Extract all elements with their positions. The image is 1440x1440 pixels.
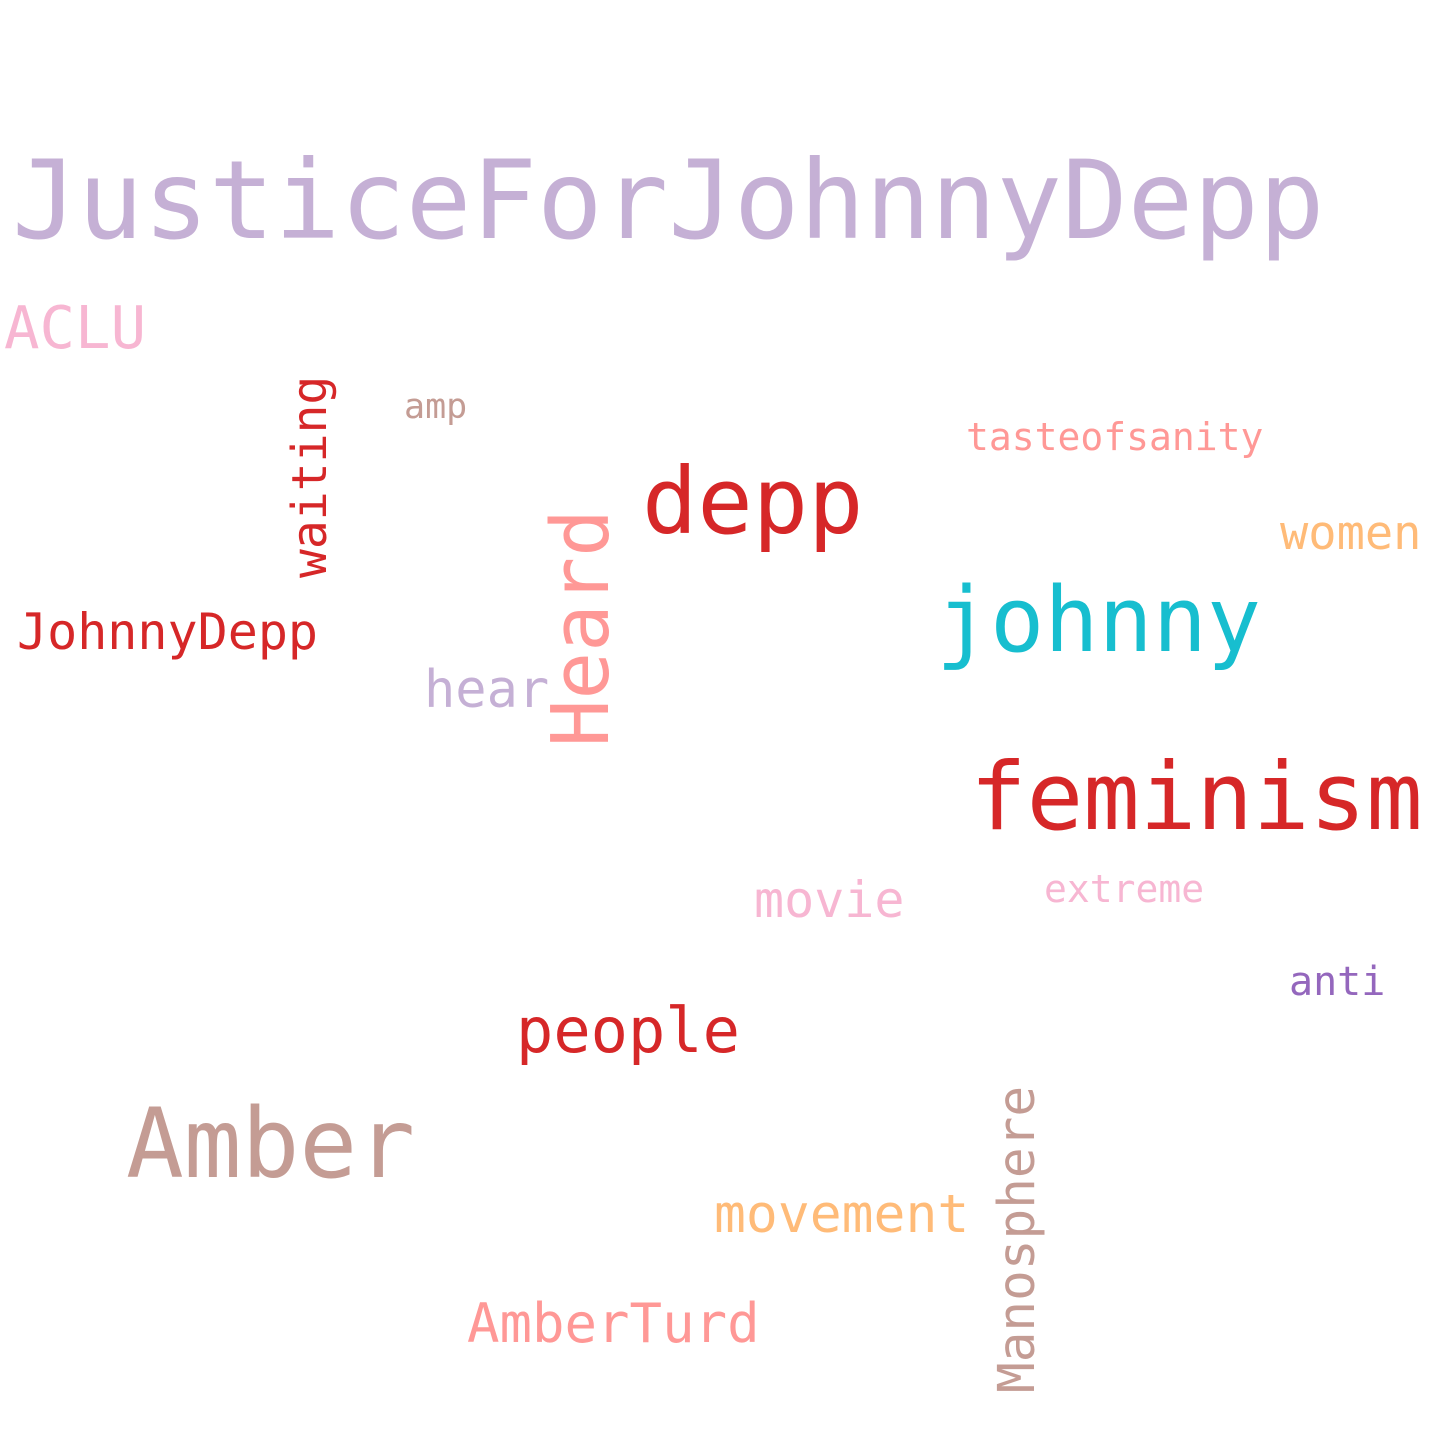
word-movement: movement bbox=[714, 1184, 970, 1245]
word-waiting: waiting bbox=[282, 375, 338, 578]
word-heard: Heard bbox=[535, 509, 627, 747]
word-amp: amp bbox=[404, 387, 468, 427]
word-manosphere: Manosphere bbox=[988, 1085, 1047, 1393]
word-women: women bbox=[1280, 506, 1422, 561]
word-amberturd: AmberTurd bbox=[467, 1292, 760, 1355]
word-amber: Amber bbox=[126, 1088, 415, 1200]
word-movie: movie bbox=[754, 871, 905, 929]
word-johnny: johnny bbox=[936, 568, 1262, 673]
word-aclu: ACLU bbox=[4, 293, 147, 362]
word-justiceforjohnnydepp: JusticeForJohnnyDepp bbox=[12, 137, 1325, 264]
word-extreme: extreme bbox=[1044, 867, 1205, 911]
word-people: people bbox=[516, 994, 740, 1067]
word-depp: depp bbox=[642, 448, 864, 555]
word-tasteofsanity: tasteofsanity bbox=[966, 415, 1264, 459]
word-johnnydepp: JohnnyDepp bbox=[17, 603, 319, 661]
word-hear: hear bbox=[424, 660, 550, 720]
word-anti: anti bbox=[1289, 959, 1386, 1005]
word-feminism: feminism bbox=[970, 743, 1423, 852]
